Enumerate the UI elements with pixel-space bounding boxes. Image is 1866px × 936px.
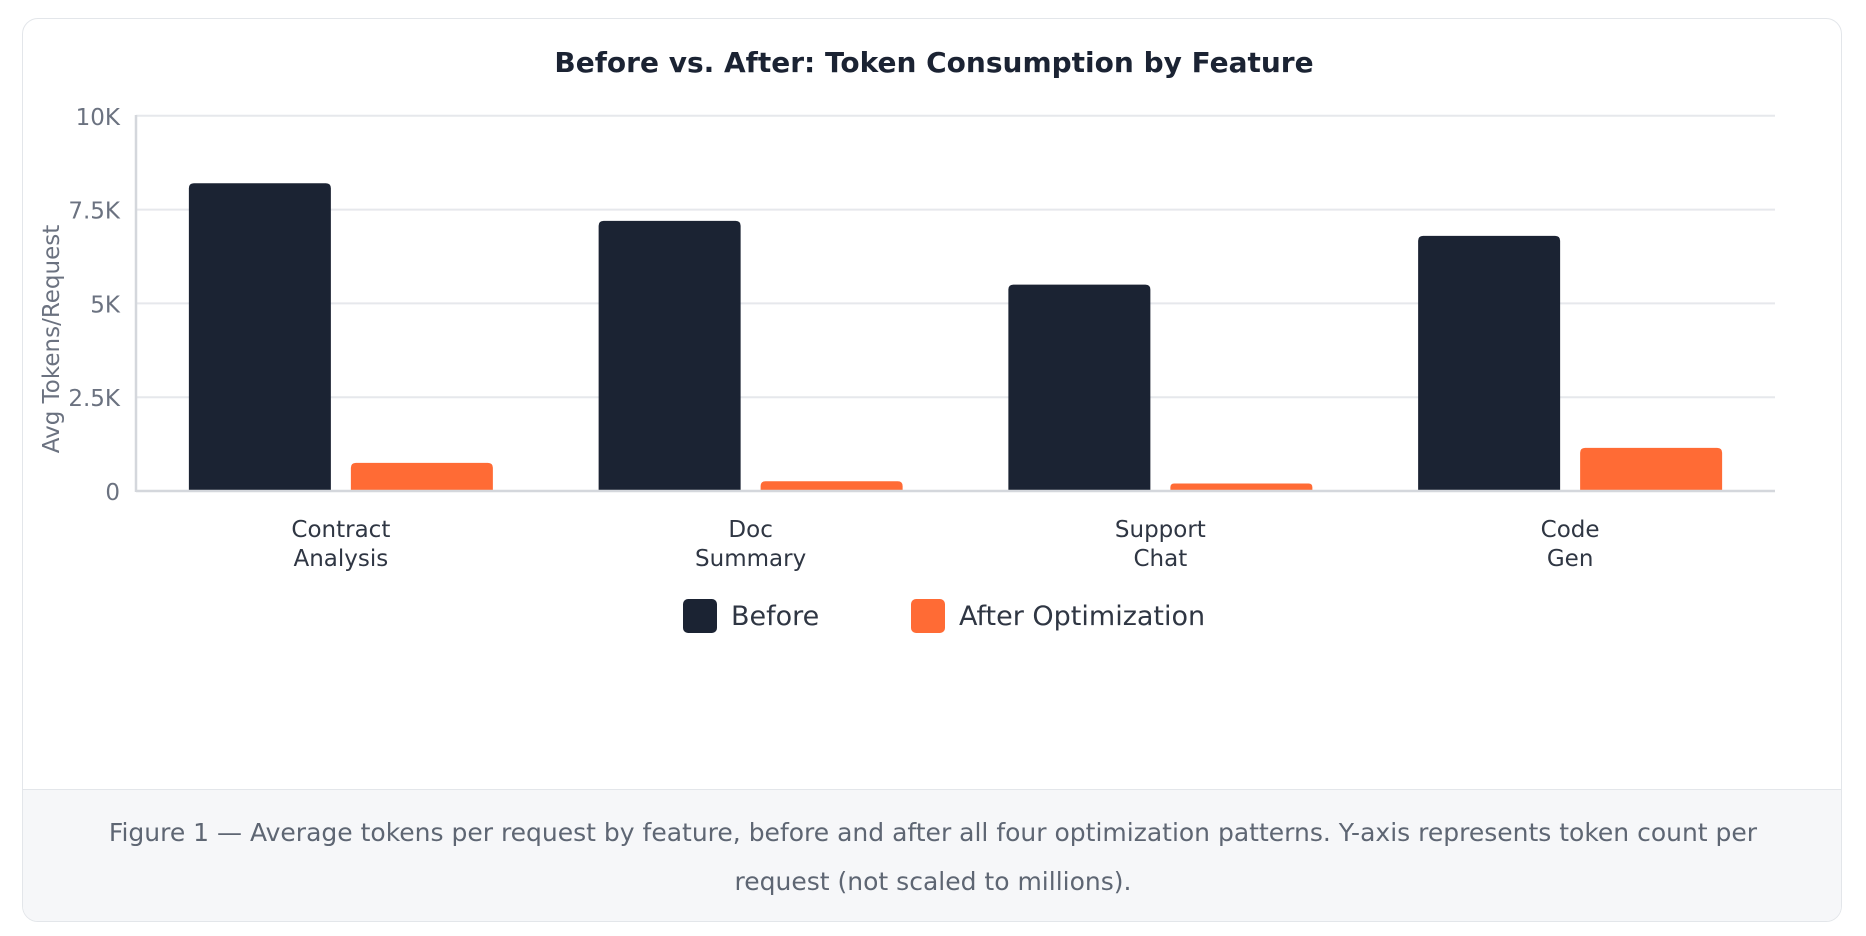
- x-tick-label: Code: [1541, 517, 1600, 543]
- legend-swatch-before: [683, 599, 717, 633]
- figure-card: Before vs. After: Token Consumption by F…: [22, 18, 1842, 922]
- axes: [134, 115, 1775, 493]
- legend-label-before: Before: [731, 601, 819, 632]
- y-tick-label: 2.5K: [68, 386, 121, 412]
- y-axis-label: Avg Tokens/Request: [39, 225, 65, 454]
- caption-text: Figure 1 — Average tokens per request by…: [108, 817, 1758, 896]
- x-tick-label: Contract: [291, 517, 390, 543]
- y-tick-label: 0: [105, 480, 120, 506]
- bar-before-3: [1418, 235, 1561, 491]
- x-tick-label: Support: [1115, 517, 1206, 543]
- x-tick-label: Chat: [1134, 546, 1188, 572]
- bar-chart: Before vs. After: Token Consumption by F…: [39, 46, 1775, 633]
- bar-before-0: [188, 183, 331, 492]
- chart-area: Before vs. After: Token Consumption by F…: [23, 19, 1841, 789]
- bars: [188, 183, 1723, 492]
- x-axis-ticks: Contract Analysis Doc Summary Support Chat Cod…: [291, 517, 1599, 572]
- bar-after-1: [760, 481, 903, 491]
- x-tick-label: Doc: [728, 517, 772, 543]
- y-axis-ticks: 0 2.5K 5K 7.5K 10K: [68, 105, 121, 506]
- x-tick-label: Gen: [1547, 546, 1594, 572]
- legend: Before After Optimization: [683, 599, 1205, 633]
- x-tick-label: Summary: [695, 546, 806, 572]
- y-tick-label: 10K: [76, 105, 121, 131]
- bar-before-1: [598, 220, 741, 492]
- y-tick-label: 7.5K: [68, 199, 121, 225]
- figure-caption: Figure 1 — Average tokens per request by…: [23, 789, 1841, 921]
- bar-after-3: [1580, 447, 1723, 491]
- bar-after-0: [350, 462, 493, 491]
- legend-swatch-after: [911, 599, 945, 633]
- x-tick-label: Analysis: [293, 546, 388, 572]
- y-tick-label: 5K: [90, 292, 121, 318]
- legend-label-after: After Optimization: [959, 601, 1205, 632]
- bar-before-2: [1008, 284, 1151, 491]
- chart-title: Before vs. After: Token Consumption by F…: [554, 46, 1313, 79]
- bar-after-2: [1170, 483, 1313, 491]
